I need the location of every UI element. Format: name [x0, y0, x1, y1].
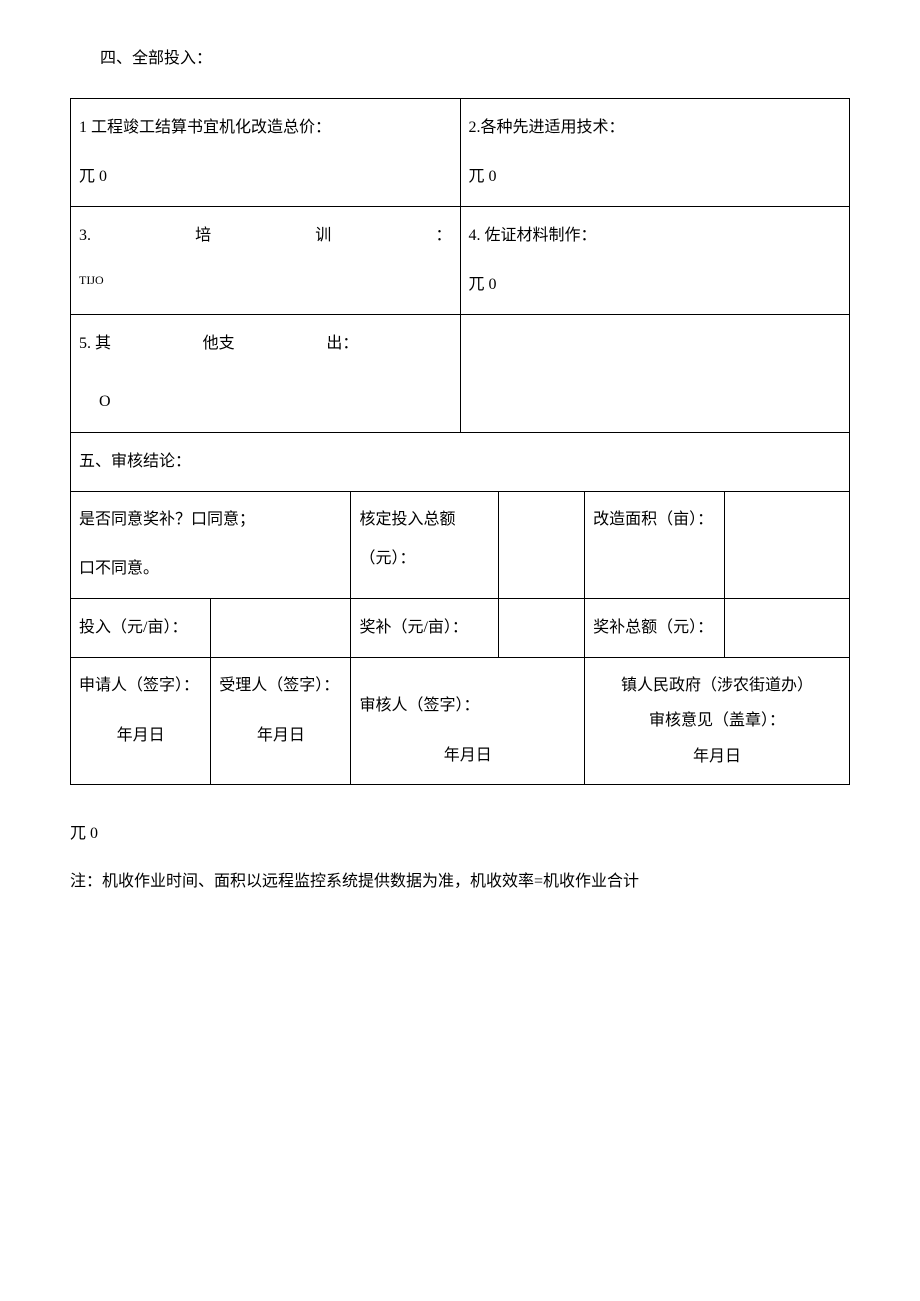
item2-label: 2.各种先进适用技术：	[469, 119, 625, 136]
total-input-value	[499, 491, 585, 598]
applicant-date: 年月日	[79, 718, 202, 753]
item1-cell: 1 工程竣工结算书宜机化改造总价： 兀 0	[71, 99, 461, 207]
item1-label: 1 工程竣工结算书宜机化改造总价：	[79, 119, 331, 136]
item5-value: O	[99, 383, 452, 421]
item3-colon: ：	[435, 217, 451, 255]
input-per-mu-value	[211, 598, 351, 657]
gov-cell: 镇人民政府（涉农街道办） 审核意见（盖章）： 年月日	[585, 658, 850, 785]
approve-line2: 口不同意。	[79, 550, 342, 588]
subsidy-total-value	[725, 598, 850, 657]
item5-empty	[460, 314, 850, 432]
item3-num: 3.	[79, 217, 91, 255]
footer-section: 兀 0 注：机收作业时间、面积以远程监控系统提供数据为准，机收效率=机收作业合计	[70, 815, 850, 902]
reviewer-cell: 审核人（签字）： 年月日	[351, 658, 585, 785]
receiver-date: 年月日	[219, 718, 342, 753]
reviewer-date: 年月日	[359, 738, 576, 773]
receiver-cell: 受理人（签字）： 年月日	[211, 658, 351, 785]
item3-word2: 训	[315, 217, 331, 255]
investment-table: 1 工程竣工结算书宜机化改造总价： 兀 0 2.各种先进适用技术： 兀 0 3.…	[70, 98, 850, 492]
section5-title-cell: 五、审核结论：	[71, 432, 850, 491]
approve-cell: 是否同意奖补？口同意； 口不同意。	[71, 491, 351, 598]
item3-value: TIJO	[79, 266, 452, 295]
item5-word1: 他支	[203, 325, 235, 363]
footer-line1: 兀 0	[70, 815, 850, 853]
item5-cell: 5. 其 他支 出： O	[71, 314, 461, 432]
receiver-label: 受理人（签字）：	[219, 677, 339, 694]
subsidy-per-mu-value	[499, 598, 585, 657]
input-per-mu-label: 投入（元/亩）：	[71, 598, 211, 657]
section4-title: 四、全部投入：	[100, 40, 850, 78]
item1-value: 兀 0	[79, 158, 452, 196]
item4-label: 4. 佐证材料制作：	[469, 227, 597, 244]
applicant-label: 申请人（签字）：	[79, 677, 199, 694]
item4-value: 兀 0	[469, 266, 842, 304]
item3-word1: 培	[195, 217, 211, 255]
subsidy-per-mu-label: 奖补（元/亩）：	[351, 598, 499, 657]
applicant-cell: 申请人（签字）： 年月日	[71, 658, 211, 785]
item2-value: 兀 0	[469, 158, 842, 196]
total-input-label: 核定投入总额（元）：	[351, 491, 499, 598]
item4-cell: 4. 佐证材料制作： 兀 0	[460, 207, 850, 315]
review-table: 是否同意奖补？口同意； 口不同意。 核定投入总额（元）： 改造面积（亩）： 投入…	[70, 491, 850, 785]
subsidy-total-label: 奖补总额（元）：	[585, 598, 725, 657]
reviewer-label: 审核人（签字）：	[359, 697, 479, 714]
approve-line1: 是否同意奖补？口同意；	[79, 511, 255, 528]
area-value	[725, 491, 850, 598]
item5-word2: 出：	[326, 325, 358, 363]
area-label: 改造面积（亩）：	[585, 491, 725, 598]
item2-cell: 2.各种先进适用技术： 兀 0	[460, 99, 850, 207]
section5-title: 五、审核结论：	[79, 453, 191, 470]
gov-line1: 镇人民政府（涉农街道办）	[593, 668, 841, 703]
item5-num: 5. 其	[79, 325, 111, 363]
gov-line2: 审核意见（盖章）：	[593, 703, 841, 738]
item3-cell: 3. 培 训 ： TIJO	[71, 207, 461, 315]
gov-date: 年月日	[593, 739, 841, 774]
footer-note: 注：机收作业时间、面积以远程监控系统提供数据为准，机收效率=机收作业合计	[70, 863, 850, 901]
